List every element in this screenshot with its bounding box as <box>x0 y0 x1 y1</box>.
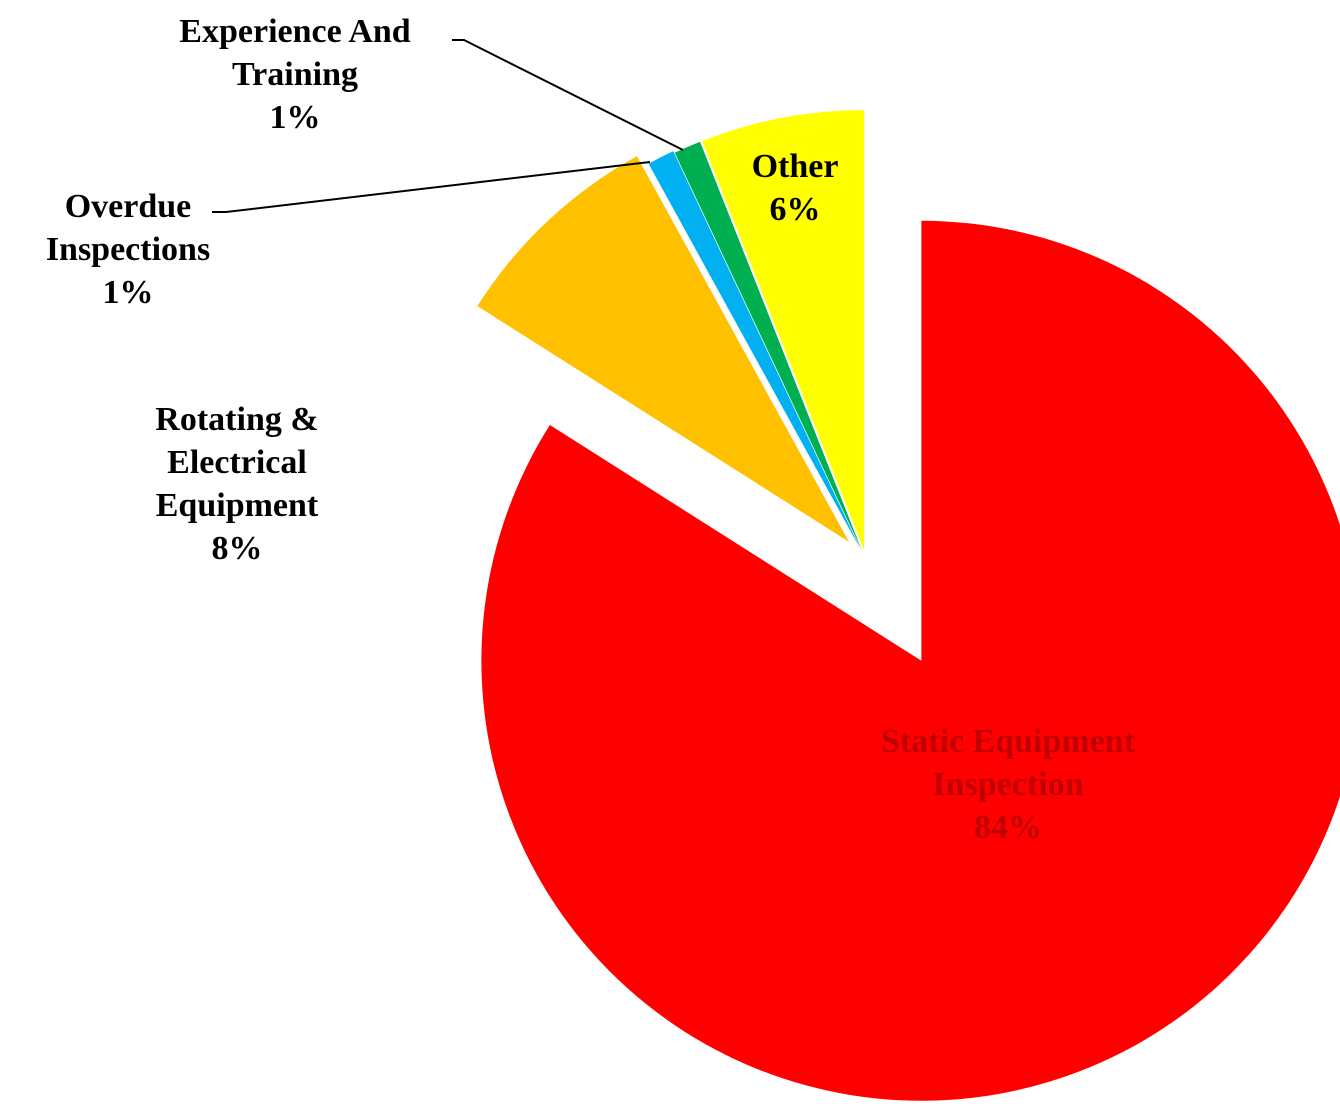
slice-label: Other 6% <box>720 145 870 231</box>
value-label: 1% <box>102 274 154 311</box>
leader-line <box>212 161 651 213</box>
value-label: 8% <box>211 530 263 567</box>
category-label: Experience And Training <box>179 13 411 93</box>
value-label: 6% <box>769 191 821 228</box>
pie-slice <box>702 110 865 551</box>
pie-slice <box>674 141 863 551</box>
category-label: Rotating & Electrical Equipment <box>155 401 319 524</box>
pie-slice <box>481 220 1340 1101</box>
slice-label: Rotating & Electrical Equipment 8% <box>117 398 357 570</box>
pie-slice <box>648 151 861 550</box>
category-label: Static Equipment Inspection <box>880 723 1136 803</box>
value-label: 1% <box>269 99 321 136</box>
category-label: Other <box>751 148 839 185</box>
leader-line <box>452 39 684 151</box>
pie-slice <box>477 156 849 542</box>
value-label: 84% <box>974 809 1042 846</box>
slice-label: Experience And Training 1% <box>125 10 465 139</box>
category-label: Overdue Inspections <box>45 188 211 268</box>
slice-label: Overdue Inspections 1% <box>8 185 248 314</box>
slice-label: Static Equipment Inspection 84% <box>818 720 1198 849</box>
